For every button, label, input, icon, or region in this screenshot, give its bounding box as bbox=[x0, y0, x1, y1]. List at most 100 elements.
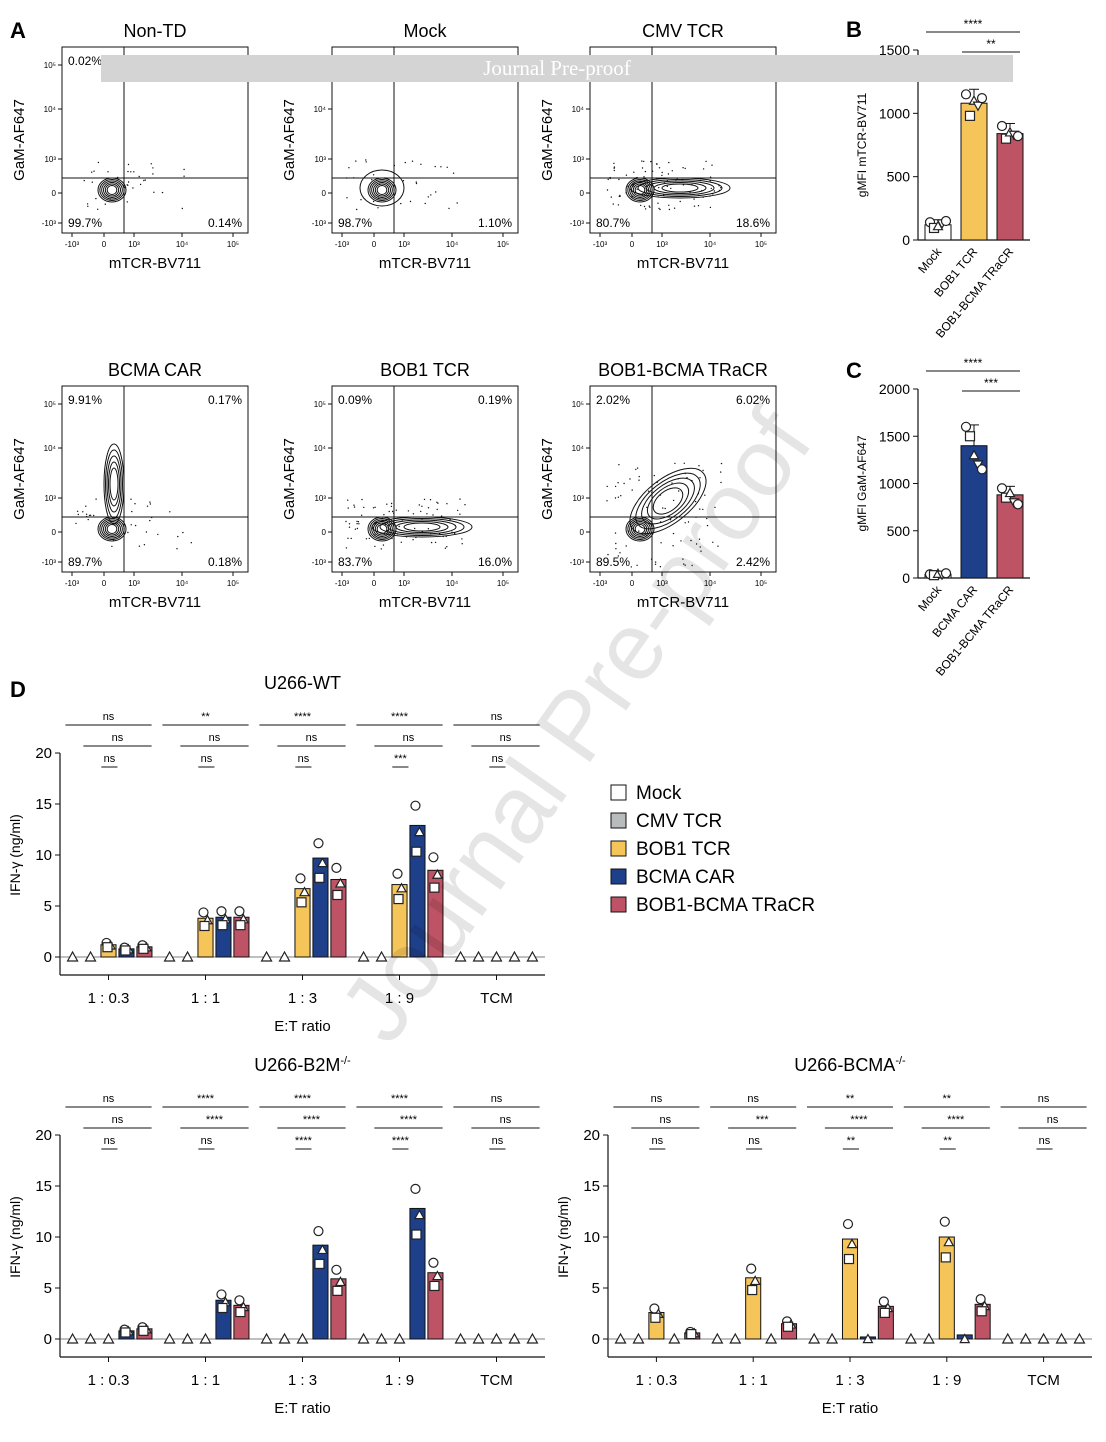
event-dot bbox=[435, 191, 437, 193]
event-dot bbox=[347, 499, 349, 501]
y-tick-label: -10³ bbox=[312, 219, 327, 228]
y-tick-label: 1500 bbox=[879, 428, 910, 444]
event-dot bbox=[126, 201, 128, 203]
x-tick-label: 0 bbox=[630, 579, 635, 588]
quadrant-top-right: 6.02% bbox=[736, 393, 770, 407]
event-dot bbox=[356, 523, 358, 525]
event-dot bbox=[666, 185, 668, 188]
event-dot bbox=[86, 203, 89, 205]
data-point bbox=[199, 920, 210, 932]
event-dot bbox=[675, 179, 677, 181]
data-point bbox=[526, 950, 539, 962]
event-dot bbox=[130, 498, 132, 500]
event-dot bbox=[691, 183, 693, 186]
contour-ring bbox=[653, 182, 707, 194]
panel-letter-b: B bbox=[846, 17, 862, 42]
event-dot bbox=[448, 207, 450, 210]
event-dot bbox=[671, 482, 673, 484]
data-point bbox=[650, 1312, 661, 1323]
event-dot bbox=[709, 206, 712, 209]
event-dot bbox=[109, 198, 112, 200]
event-dot bbox=[127, 170, 129, 173]
y-tick-label: -10³ bbox=[570, 558, 585, 567]
data-point bbox=[429, 882, 440, 893]
panel-letter-a: A bbox=[10, 18, 26, 43]
y-tick-label: 15 bbox=[35, 796, 52, 813]
event-dot bbox=[643, 160, 645, 163]
data-point bbox=[260, 950, 273, 962]
event-dot bbox=[423, 498, 426, 501]
significance-label: *** bbox=[984, 376, 998, 390]
data-point bbox=[976, 464, 988, 475]
event-dot bbox=[609, 176, 611, 179]
data-point bbox=[765, 1332, 778, 1344]
event-dot bbox=[607, 553, 609, 556]
significance-label: ** bbox=[201, 711, 210, 723]
y-tick-label: 20 bbox=[35, 745, 52, 762]
data-point bbox=[235, 920, 246, 931]
event-dot bbox=[374, 545, 376, 548]
event-dot bbox=[424, 202, 426, 205]
significance-label: **** bbox=[391, 1093, 409, 1105]
contour-cluster bbox=[625, 467, 707, 542]
event-dot bbox=[134, 503, 136, 505]
quadrant-bottom-left: 89.5% bbox=[596, 555, 630, 569]
event-dot bbox=[617, 555, 619, 557]
data-point bbox=[959, 1333, 971, 1344]
event-dot bbox=[345, 547, 348, 549]
x-tick-label: 10⁴ bbox=[176, 579, 189, 588]
event-dot bbox=[702, 196, 704, 198]
event-dot bbox=[434, 165, 436, 168]
event-dot bbox=[683, 563, 685, 565]
event-dot bbox=[360, 514, 363, 516]
event-dot bbox=[656, 481, 658, 484]
x-axis-label: mTCR-BV711 bbox=[637, 255, 729, 272]
data-point bbox=[972, 101, 984, 112]
x-tick-label: 10⁴ bbox=[704, 240, 717, 249]
event-dot bbox=[396, 533, 399, 535]
event-dot bbox=[669, 519, 672, 521]
data-point bbox=[711, 1332, 724, 1344]
event-dot bbox=[82, 511, 84, 513]
event-dot bbox=[407, 510, 410, 512]
panel-title-superscript: -/- bbox=[895, 1055, 906, 1067]
event-dot bbox=[684, 472, 686, 475]
data-point bbox=[410, 1183, 421, 1194]
contour-ring bbox=[661, 183, 699, 193]
y-tick-label: 20 bbox=[35, 1127, 52, 1144]
y-axis-label: IFN-γ (ng/ml) bbox=[7, 814, 23, 896]
y-tick-label: 10⁵ bbox=[44, 61, 56, 70]
quadrant-bottom-right: 0.18% bbox=[208, 555, 242, 569]
y-axis-label: GaM-AF647 bbox=[11, 99, 28, 181]
event-dot bbox=[365, 159, 367, 161]
event-dot bbox=[659, 208, 661, 211]
bar bbox=[996, 133, 1024, 241]
event-dot bbox=[400, 202, 402, 205]
x-axis-label: mTCR-BV711 bbox=[379, 255, 471, 272]
y-tick-label: 10⁴ bbox=[314, 105, 327, 114]
event-dot bbox=[709, 180, 711, 182]
x-axis-label: E:T ratio bbox=[274, 1018, 330, 1035]
data-point bbox=[964, 431, 976, 442]
y-tick-label: -10³ bbox=[42, 558, 57, 567]
flow-plot-4: BOB1 TCR -10³ 0 10³ 10⁴ 10⁵ 10⁵ 10⁴ 10³ 0 -10³ mTCR… bbox=[281, 360, 519, 611]
flow-plot-title: BOB1-BCMA TRaCR bbox=[598, 360, 768, 380]
event-dot bbox=[664, 507, 666, 510]
event-dots bbox=[606, 160, 722, 211]
data-point bbox=[181, 950, 194, 962]
contour-ring bbox=[106, 524, 118, 534]
quadrant-top-right: 0.17% bbox=[208, 393, 242, 407]
data-point bbox=[428, 852, 439, 863]
event-dot bbox=[699, 508, 701, 510]
event-dot bbox=[651, 492, 653, 494]
event-dot bbox=[446, 503, 448, 505]
event-dots bbox=[606, 462, 723, 568]
event-dot bbox=[613, 166, 616, 168]
x-category-label: 1 : 1 bbox=[191, 990, 220, 1007]
significance-label: ns bbox=[298, 753, 310, 765]
watermark-bar: Journal Pre-proof bbox=[101, 55, 1013, 82]
data-point bbox=[298, 886, 311, 897]
event-dot bbox=[421, 505, 423, 507]
grouped-panel-d-wt: U266-WT 0 5 10 15 20 IFN-γ (ng/ml) E:T ratio 1 :… bbox=[7, 673, 545, 1035]
quadrant-bottom-left: 80.7% bbox=[596, 216, 630, 230]
